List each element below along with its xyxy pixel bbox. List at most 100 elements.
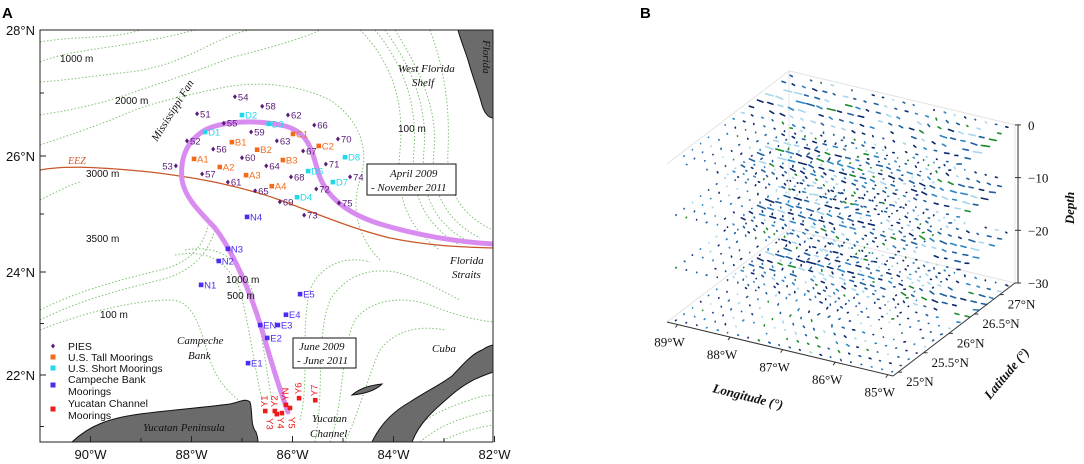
station-B2[interactable]: B2: [254, 145, 272, 156]
quiver-arrow: [825, 233, 828, 237]
quiver-arrow: [947, 181, 954, 186]
station-68[interactable]: 68: [288, 172, 305, 183]
station-74[interactable]: 74: [348, 172, 364, 183]
station-67[interactable]: 67: [301, 146, 317, 157]
station-EN[interactable]: EN: [257, 321, 277, 332]
station-54[interactable]: 54: [232, 92, 249, 103]
quiver-arrow: [923, 147, 928, 150]
station-A3[interactable]: A3: [243, 171, 261, 182]
quiver-arrow: [847, 165, 855, 170]
station-64[interactable]: 64: [264, 161, 280, 172]
quiver-arrow: [965, 177, 970, 181]
station-D2[interactable]: D2: [239, 111, 257, 122]
station-65[interactable]: 65: [253, 186, 269, 197]
station-75[interactable]: 75: [336, 198, 353, 209]
quiver-arrow: [717, 244, 720, 247]
station-D5[interactable]: D5: [305, 167, 323, 178]
station-70[interactable]: 70: [335, 134, 352, 145]
station-Y6[interactable]: Y6: [294, 383, 305, 401]
station-56[interactable]: 56: [211, 145, 227, 156]
station-Y1[interactable]: Y1: [260, 395, 271, 414]
station-Y5[interactable]: Y5: [286, 405, 297, 429]
station-66[interactable]: 66: [312, 121, 328, 132]
station-E2[interactable]: E2: [264, 333, 282, 344]
x-tick: [675, 324, 678, 328]
yucatan-peninsula-label: Yucatan Peninsula: [143, 422, 225, 434]
quiver-arrow: [823, 139, 827, 143]
station-73[interactable]: 73: [302, 211, 318, 222]
station-Y7[interactable]: Y7: [310, 385, 321, 403]
quiver-arrow: [727, 299, 731, 302]
station-60[interactable]: 60: [240, 153, 256, 164]
quiver-arrow: [785, 296, 788, 300]
station-58[interactable]: 58: [260, 102, 276, 113]
quiver-arrow: [804, 228, 809, 232]
quiver-arrow: [835, 341, 839, 345]
station-N2[interactable]: N2: [216, 256, 234, 267]
station-51[interactable]: 51: [195, 109, 211, 120]
quiver-arrow: [861, 225, 866, 228]
quiver-arrow: [777, 104, 784, 108]
station-E5[interactable]: E5: [297, 290, 315, 301]
quiver-arrow: [709, 250, 712, 253]
quiver-arrow: [751, 312, 754, 316]
quiver-arrow: [758, 213, 766, 217]
quiver-arrow: [833, 195, 837, 198]
station-D7[interactable]: D7: [330, 178, 348, 189]
station-Y2[interactable]: Y2: [270, 395, 281, 414]
panel-b-label: B: [640, 5, 651, 22]
period-box-south: June 2009 - June 2011: [292, 337, 357, 369]
quiver-arrow: [954, 312, 960, 316]
station-E1[interactable]: E1: [245, 359, 263, 370]
quiver-arrow: [771, 119, 774, 122]
station-D1[interactable]: D1: [202, 128, 220, 139]
station-Y3[interactable]: Y3: [264, 411, 280, 430]
station-D8[interactable]: D8: [342, 153, 360, 164]
station-55[interactable]: 55: [221, 119, 238, 130]
quiver-arrow: [898, 282, 904, 287]
land-masses: [71, 30, 493, 442]
station-53[interactable]: 53: [162, 161, 178, 172]
station-C2[interactable]: C2: [316, 141, 334, 152]
quiver-arrow: [921, 243, 927, 247]
station-B1[interactable]: B1: [229, 138, 247, 149]
florida-straits-label: Florida: [449, 255, 484, 267]
quiver-arrow: [939, 134, 948, 139]
station-YN[interactable]: YN: [281, 388, 292, 408]
station-63[interactable]: 63: [274, 136, 291, 147]
station-59[interactable]: 59: [249, 128, 265, 139]
station-label: 67: [306, 146, 317, 157]
station-Y4[interactable]: Y4: [275, 410, 286, 429]
station-D4[interactable]: D4: [294, 193, 312, 204]
station-E3[interactable]: E3: [275, 321, 293, 332]
quiver-arrow: [859, 176, 867, 180]
station-71[interactable]: 71: [323, 160, 340, 171]
station-label: 66: [317, 121, 328, 132]
station-D3[interactable]: D3: [266, 119, 284, 130]
station-A2[interactable]: A2: [217, 163, 234, 174]
station-A4[interactable]: A4: [269, 182, 286, 193]
station-72[interactable]: 72: [314, 185, 330, 196]
quiver-arrow: [732, 223, 735, 226]
station-61[interactable]: 61: [225, 178, 242, 189]
station-62[interactable]: 62: [285, 111, 302, 122]
quiver-arrow: [767, 183, 771, 186]
quiver-arrow: [910, 188, 918, 192]
quiver-arrow: [882, 190, 887, 194]
station-57[interactable]: 57: [200, 169, 216, 180]
station-E4[interactable]: E4: [283, 310, 301, 321]
station-C1[interactable]: C1: [290, 129, 308, 140]
quiver-arrow: [918, 235, 926, 241]
quiver-arrow: [799, 129, 804, 133]
station-N3[interactable]: N3: [225, 244, 243, 255]
station-52[interactable]: 52: [184, 136, 201, 147]
quiver-arrow: [809, 79, 813, 82]
quiver-arrow: [740, 164, 746, 168]
quiver-arrow: [927, 229, 932, 233]
station-N4[interactable]: N4: [244, 212, 262, 223]
station-B3[interactable]: B3: [280, 156, 298, 167]
station-69[interactable]: 69: [277, 197, 294, 208]
station-A1[interactable]: A1: [191, 154, 209, 165]
station-N1[interactable]: N1: [198, 280, 216, 291]
quiver-arrow: [850, 141, 855, 145]
